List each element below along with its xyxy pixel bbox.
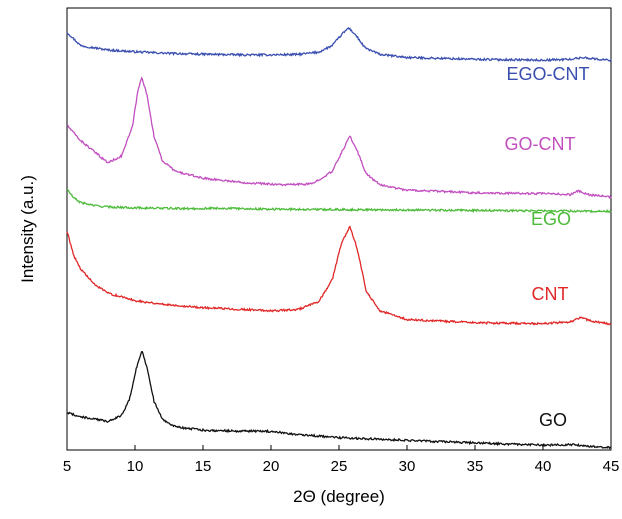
series-line-go-cnt — [66, 76, 612, 200]
x-tick-label-35: 35 — [467, 458, 484, 475]
series-line-ego-cnt — [66, 27, 612, 62]
x-tick-label-45: 45 — [603, 458, 620, 475]
series-line-ego — [66, 188, 612, 214]
series-labels: EGO-CNT GO-CNT EGO CNT GO — [505, 64, 590, 430]
x-axis-ticks: 5 10 15 20 25 30 35 40 45 — [63, 445, 620, 475]
series-line-go — [66, 351, 612, 450]
series-label-ego: EGO — [531, 209, 571, 229]
y-axis-title: Intensity (a.u.) — [18, 175, 37, 283]
series-layer — [66, 27, 612, 450]
x-tick-label-30: 30 — [399, 458, 416, 475]
series-label-cnt: CNT — [532, 284, 569, 304]
x-tick-label-20: 20 — [263, 458, 280, 475]
x-tick-label-40: 40 — [535, 458, 552, 475]
series-label-go: GO — [539, 410, 567, 430]
x-axis-title: 2Θ (degree) — [293, 487, 385, 506]
x-tick-label-10: 10 — [127, 458, 144, 475]
series-line-cnt — [66, 225, 612, 326]
x-tick-label-15: 15 — [195, 458, 212, 475]
x-tick-label-5: 5 — [63, 458, 71, 475]
series-label-go-cnt: GO-CNT — [505, 134, 576, 154]
x-tick-label-25: 25 — [331, 458, 348, 475]
series-label-ego-cnt: EGO-CNT — [507, 64, 590, 84]
